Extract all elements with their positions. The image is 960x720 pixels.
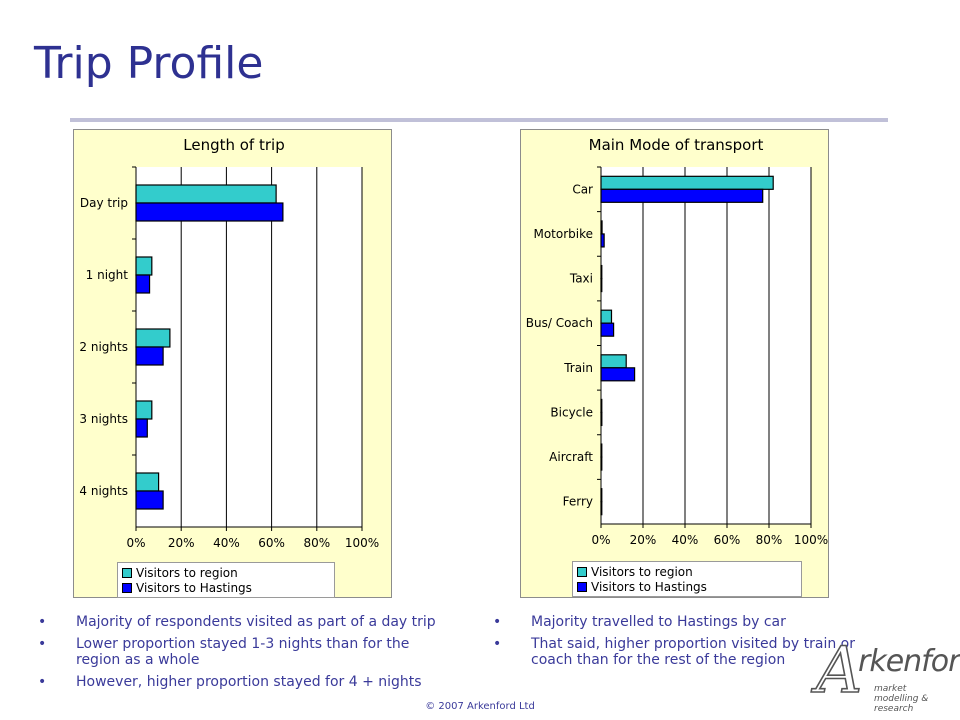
x-tick-label: 0% [126, 536, 145, 550]
slide-title: Trip Profile [34, 38, 264, 89]
bar-hastings [135, 274, 151, 294]
x-tick-label: 100% [345, 536, 379, 550]
bar-region [600, 220, 603, 235]
x-tick-label: 20% [630, 533, 657, 547]
arkenford-logo: A rkenford market modelling & research [812, 634, 960, 714]
bar-region [135, 256, 153, 276]
legend-label-region: Visitors to region [591, 564, 693, 579]
category-label: Bus/ Coach [526, 316, 593, 330]
category-label: 2 nights [79, 340, 128, 354]
legend-label-hastings: Visitors to Hastings [136, 580, 252, 595]
plot-area [136, 167, 362, 527]
legend-item-hastings: Visitors to Hastings [122, 580, 330, 595]
length-of-trip-chart: Length of trip 0% 20% 40% 60% 80% 100% Day trip… [73, 129, 392, 598]
length-of-trip-plot: Length of trip 0% 20% 40% 60% 80% 100% Day trip… [79, 136, 379, 550]
bar-region [600, 354, 627, 369]
right-bullet-list: Majority travelled to Hastings by car Th… [493, 614, 873, 674]
bullet-item: However, higher proportion stayed for 4 … [38, 674, 438, 690]
x-tick-label: 60% [714, 533, 741, 547]
logo-word: rkenford [858, 644, 960, 679]
logo-letter: A [815, 634, 863, 708]
bar-hastings [600, 233, 605, 248]
category-label: Bicycle [550, 405, 593, 419]
legend-item-hastings: Visitors to Hastings [577, 579, 797, 594]
chart-title: Length of trip [183, 136, 284, 154]
bar-hastings [135, 346, 164, 366]
bar-hastings [135, 202, 284, 222]
category-label: Car [572, 182, 593, 196]
main-mode-of-transport-plot: Main Mode of transport 0% 20% 40% 60% 80% 100%… [526, 136, 828, 547]
bar-hastings [600, 188, 764, 203]
plot-area [601, 167, 811, 524]
bar-hastings [600, 277, 603, 293]
bar-region [600, 175, 774, 190]
category-label: Ferry [563, 495, 593, 509]
bullet-item: That said, higher proportion visited by … [493, 636, 873, 668]
category-label: Train [563, 361, 593, 375]
x-tick-label: 100% [794, 533, 828, 547]
bar-hastings [135, 490, 164, 510]
legend-swatch-region [122, 567, 132, 578]
bar-region [600, 443, 603, 458]
bar-region [135, 184, 277, 204]
bar-hastings [600, 367, 636, 382]
bar-hastings [600, 501, 603, 516]
x-tick-label: 40% [672, 533, 699, 547]
bullet-item: Majority of respondents visited as part … [38, 614, 438, 630]
copyright-notice: © 2007 Arkenford Ltd [425, 701, 535, 712]
transport-chart-legend: Visitors to region Visitors to Hastings [572, 561, 802, 597]
bar-region [135, 328, 171, 348]
left-bullet-list: Majority of respondents visited as part … [38, 614, 438, 696]
bar-region [600, 488, 603, 503]
bar-region [135, 472, 160, 492]
bar-region [600, 398, 603, 414]
bullet-item: Lower proportion stayed 1-3 nights than … [38, 636, 438, 668]
bar-region [600, 309, 613, 324]
legend-label-hastings: Visitors to Hastings [591, 579, 707, 594]
legend-item-region: Visitors to region [122, 565, 330, 580]
bullet-item: Majority travelled to Hastings by car [493, 614, 873, 630]
category-label: 3 nights [79, 412, 128, 426]
x-tick-label: 40% [213, 536, 240, 550]
x-tick-label: 80% [303, 536, 330, 550]
bar-region [600, 264, 603, 280]
title-divider [70, 118, 888, 122]
category-label: Aircraft [549, 450, 593, 464]
category-label: Taxi [569, 272, 593, 286]
legend-label-region: Visitors to region [136, 565, 238, 580]
legend-item-region: Visitors to region [577, 564, 797, 579]
category-label: 4 nights [79, 484, 128, 498]
x-tick-label: 60% [258, 536, 285, 550]
legend-swatch-region [577, 566, 587, 577]
bar-hastings [135, 418, 148, 438]
x-tick-label: 0% [591, 533, 610, 547]
bar-region [135, 400, 153, 420]
legend-swatch-hastings [122, 582, 132, 593]
logo-tagline: market modelling & research [874, 684, 929, 714]
chart-title: Main Mode of transport [589, 136, 764, 154]
bar-hastings [600, 456, 603, 471]
length-chart-legend: Visitors to region Visitors to Hastings [117, 562, 335, 598]
bar-hastings [600, 322, 615, 337]
category-label: Motorbike [533, 227, 593, 241]
category-label: Day trip [80, 196, 128, 210]
x-tick-label: 20% [168, 536, 195, 550]
legend-swatch-hastings [577, 581, 587, 592]
bar-hastings [600, 411, 603, 427]
category-label: 1 night [86, 268, 129, 282]
main-mode-of-transport-chart: Main Mode of transport 0% 20% 40% 60% 80% 100%… [520, 129, 829, 598]
x-tick-label: 80% [756, 533, 783, 547]
